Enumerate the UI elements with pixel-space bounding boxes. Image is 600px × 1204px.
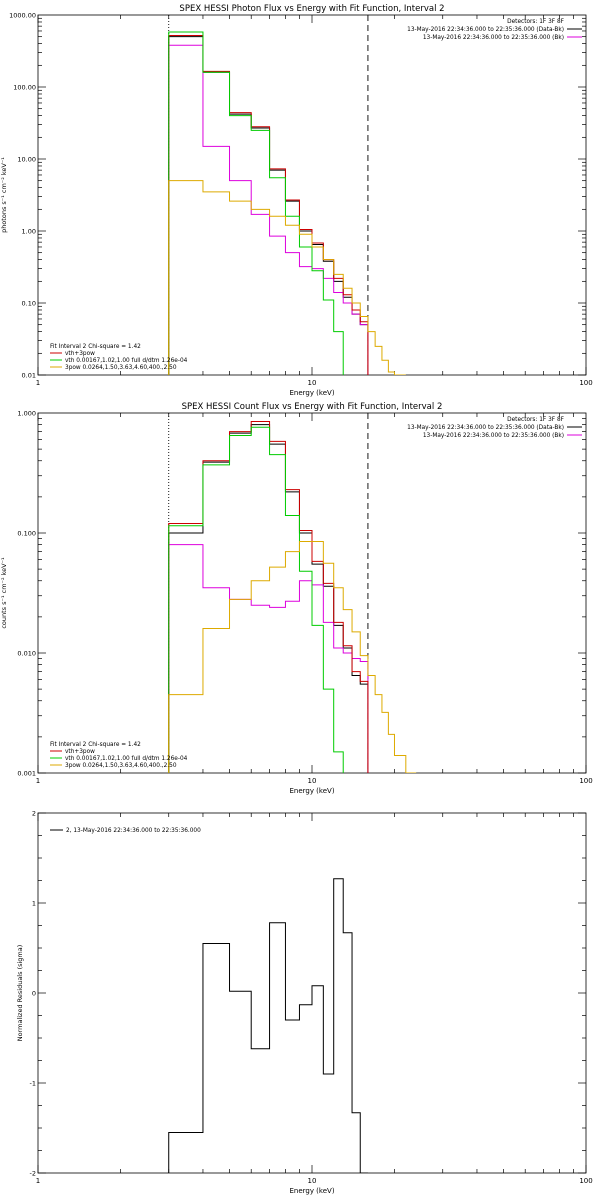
- x-axis-label: Energy (keV): [289, 389, 334, 397]
- series-4: [168, 540, 417, 773]
- y-axis: 0.001 0.010 0.100 1.000 counts s⁻¹ cm⁻² keV⁻…: [0, 410, 586, 778]
- series-0: [168, 424, 369, 773]
- chart-title: SPEX HESSI Photon Flux vs Energy with Fi…: [179, 4, 444, 14]
- legend-label: 13-May-2016 22:34:36.000 to 22:35:36.000…: [407, 27, 564, 33]
- y-tick-label: 100.00: [13, 84, 36, 92]
- y-tick-label: 0.01: [22, 372, 36, 380]
- series-4: [168, 180, 406, 375]
- panel-1: SPEX HESSI Photon Flux vs Energy with Fi…: [0, 4, 593, 397]
- y-tick-label: 2: [32, 810, 36, 818]
- chart-title: SPEX HESSI Count Flux vs Energy with Fit…: [182, 402, 443, 412]
- legend-label: 13-May-2016 22:34:36.000 to 22:35:36.000…: [423, 433, 564, 439]
- y-tick-label: 0.100: [17, 530, 36, 538]
- x-tick-label: 1: [36, 379, 40, 387]
- series-0: [168, 36, 369, 375]
- y-tick-label: -2: [30, 1170, 36, 1178]
- x-tick-label: 10: [308, 379, 317, 387]
- x-tick-label: 1: [36, 1177, 40, 1185]
- x-tick-label: 100: [579, 1177, 592, 1185]
- y-axis-label: counts s⁻¹ cm⁻² keV⁻¹: [0, 557, 8, 629]
- x-tick-label: 10: [308, 1177, 317, 1185]
- x-axis-label: Energy (keV): [289, 1187, 334, 1195]
- legend-label: 13-May-2016 22:34:36.000 to 22:35:36.000…: [407, 425, 564, 431]
- y-axis-label: Normalized Residuals (sigma): [16, 945, 24, 1042]
- y-tick-label: 1.000: [17, 410, 36, 418]
- legend-label: 3pow 0.0264,1.50,3.63,4.60,400.,2.50: [65, 365, 177, 371]
- x-axis: 1 10 100 Energy (keV): [36, 813, 593, 1195]
- legend-label: vth+3pow: [65, 749, 95, 755]
- panel-3: 1 10 100 Energy (keV) -2 -1 0 1 2 Normalized Resi…: [16, 810, 593, 1196]
- y-tick-label: 1: [32, 900, 36, 908]
- series-3: [168, 31, 344, 375]
- legend-label: 13-May-2016 22:34:36.000 to 22:35:36.000…: [423, 35, 564, 41]
- legend-label: Fit Interval 2 Chi-square = 1.42: [50, 742, 141, 748]
- legend-label: 3pow 0.0264,1.50,3.63,4.60,400.,2.50: [65, 763, 177, 769]
- legend-label: Detectors: 1F 3F 8F: [507, 417, 564, 423]
- panel-2: SPEX HESSI Count Flux vs Energy with Fit…: [0, 402, 593, 795]
- y-tick-label: 0: [32, 990, 36, 998]
- y-tick-label: 0.010: [17, 650, 36, 658]
- x-axis-label: Energy (keV): [289, 787, 334, 795]
- x-axis: 1 10 100 Energy (keV): [36, 15, 593, 397]
- y-axis: 0.01 0.10 1.00 10.00 100.00 1000.00 photons s⁻…: [0, 12, 586, 380]
- y-axis: -2 -1 0 1 2 Normalized Residuals (sigma): [16, 810, 586, 1178]
- legend-label: Detectors: 1F 3F 8F: [507, 19, 564, 25]
- series-1: [168, 44, 369, 375]
- data-series: [168, 31, 406, 375]
- series-1: [168, 544, 369, 773]
- x-axis: 1 10 100 Energy (keV): [36, 413, 593, 795]
- legend-label: vth+3pow: [65, 351, 95, 357]
- y-tick-label: 10.00: [17, 156, 36, 164]
- y-tick-label: 0.10: [22, 300, 36, 308]
- data-series: [168, 420, 417, 773]
- y-tick-label: 0.001: [17, 770, 36, 778]
- y-tick-label: 1000.00: [9, 12, 36, 20]
- y-tick-label: -1: [30, 1080, 36, 1088]
- y-tick-label: 1.00: [22, 228, 36, 236]
- plot-frame: [37, 14, 587, 376]
- x-tick-label: 100: [579, 777, 592, 785]
- legend-label: vth 0.00167,1.02,1.00 full d/dtm 1.26e-0…: [65, 756, 188, 762]
- legend-label: Fit Interval 2 Chi-square = 1.42: [50, 344, 141, 350]
- legend-label: 2, 13-May-2016 22:34:36.000 to 22:35:36.…: [66, 828, 201, 834]
- legend-label: vth 0.00167,1.02,1.00 full d/dtm 1.26e-0…: [65, 358, 188, 364]
- x-tick-label: 10: [308, 777, 317, 785]
- y-axis-label: photons s⁻¹ cm⁻² keV⁻¹: [0, 157, 8, 233]
- x-tick-label: 100: [579, 379, 592, 387]
- x-tick-label: 1: [36, 777, 40, 785]
- data-series: [168, 878, 368, 1173]
- series-2: [168, 34, 369, 375]
- series-3: [168, 426, 344, 773]
- series-2: [168, 420, 369, 773]
- series-0: [168, 878, 368, 1173]
